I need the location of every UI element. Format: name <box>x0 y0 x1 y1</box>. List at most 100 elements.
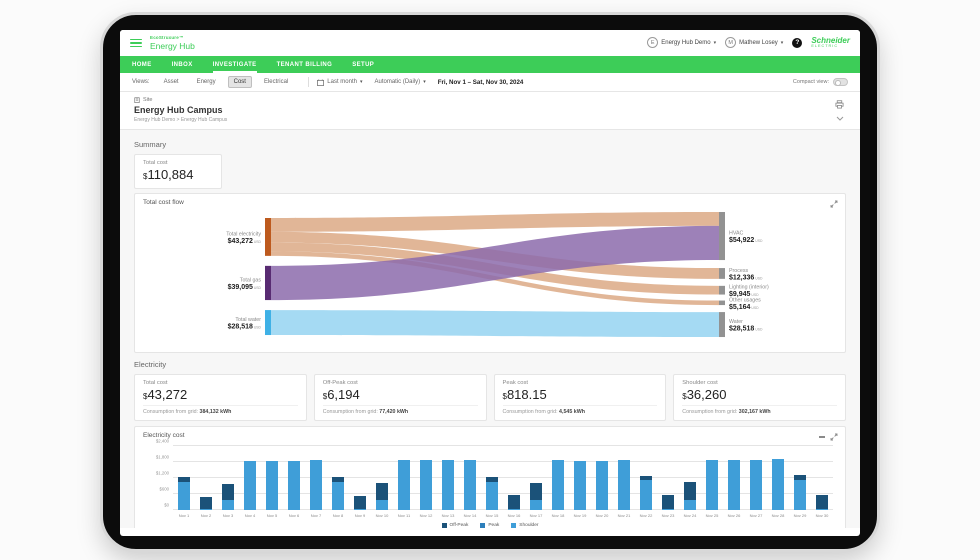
sankey-node-total-water[interactable] <box>265 310 271 336</box>
legend-item-peak[interactable]: Peak <box>480 523 499 528</box>
bar-segment-shoulder[interactable] <box>397 459 411 510</box>
bar-nov-26[interactable] <box>727 460 741 510</box>
bar-nov-23[interactable] <box>661 494 675 510</box>
bar-segment-shoulder[interactable] <box>331 482 345 510</box>
bar-segment-off-peak[interactable] <box>221 483 235 500</box>
bar-nov-19[interactable] <box>573 460 587 510</box>
view-tab-cost[interactable]: Cost <box>227 76 252 88</box>
bar-segment-shoulder[interactable] <box>551 459 565 510</box>
sankey-node-lighting-interior[interactable] <box>719 285 725 295</box>
bar-nov-11[interactable] <box>397 459 411 510</box>
bar-nov-9[interactable] <box>353 495 367 510</box>
bar-segment-shoulder[interactable] <box>639 480 653 510</box>
bar-segment-shoulder[interactable] <box>463 459 477 510</box>
sankey-flow-total-water-to-water[interactable] <box>271 310 719 338</box>
bar-nov-14[interactable] <box>463 459 477 510</box>
bar-segment-shoulder[interactable] <box>529 499 543 510</box>
sankey-flow-total-gas-to-hvac[interactable] <box>271 225 719 301</box>
bar-nov-22[interactable] <box>639 475 653 510</box>
bar-segment-off-peak[interactable] <box>375 483 389 500</box>
bar-segment-shoulder[interactable] <box>353 509 367 510</box>
bar-nov-24[interactable] <box>683 482 697 510</box>
user-menu[interactable]: M Mathew Losey ▾ <box>725 37 783 49</box>
bar-segment-shoulder[interactable] <box>375 499 389 510</box>
nav-item-home[interactable]: HOME <box>132 61 152 68</box>
bar-nov-5[interactable] <box>265 460 279 510</box>
bar-nov-6[interactable] <box>287 460 301 510</box>
bar-segment-off-peak[interactable] <box>507 495 521 510</box>
bar-segment-off-peak[interactable] <box>639 475 653 481</box>
bar-nov-15[interactable] <box>485 477 499 510</box>
bar-nov-16[interactable] <box>507 495 521 510</box>
bar-nov-7[interactable] <box>309 460 323 510</box>
date-range-label[interactable]: Fri, Nov 1 – Sat, Nov 30, 2024 <box>437 78 524 86</box>
breadcrumb[interactable]: Energy Hub Demo > Energy Hub Campus <box>134 117 228 123</box>
minimize-icon[interactable] <box>819 436 825 438</box>
bar-nov-29[interactable] <box>793 475 807 510</box>
nav-item-setup[interactable]: SETUP <box>352 61 375 68</box>
bar-nov-3[interactable] <box>221 483 235 510</box>
granularity-dropdown[interactable]: Automatic (Daily) ▾ <box>375 79 426 85</box>
bar-nov-21[interactable] <box>617 460 631 510</box>
bar-segment-off-peak[interactable] <box>815 494 829 510</box>
org-selector[interactable]: E Energy Hub Demo ▾ <box>647 37 716 49</box>
bar-segment-off-peak[interactable] <box>199 496 213 510</box>
bar-segment-shoulder[interactable] <box>661 509 675 510</box>
bar-segment-shoulder[interactable] <box>793 479 807 510</box>
print-icon[interactable] <box>835 100 844 109</box>
bar-segment-shoulder[interactable] <box>177 482 191 510</box>
compact-view-toggle[interactable] <box>833 78 848 86</box>
bar-nov-18[interactable] <box>551 459 565 510</box>
help-icon[interactable]: ? <box>792 37 803 48</box>
nav-item-tenant-billing[interactable]: TENANT BILLING <box>276 61 333 68</box>
hamburger-menu-icon[interactable] <box>130 38 142 48</box>
bar-segment-shoulder[interactable] <box>287 460 301 510</box>
bar-segment-shoulder[interactable] <box>771 459 785 510</box>
view-tab-asset[interactable]: Asset <box>163 79 179 85</box>
bar-segment-off-peak[interactable] <box>177 477 191 482</box>
sankey-flow-total-electricity-to-hvac[interactable] <box>271 212 719 232</box>
bar-segment-shoulder[interactable] <box>705 459 719 510</box>
bar-segment-off-peak[interactable] <box>485 477 499 483</box>
bar-segment-shoulder[interactable] <box>573 460 587 510</box>
bar-segment-shoulder[interactable] <box>221 499 235 510</box>
period-dropdown[interactable]: Last month ▾ <box>317 78 363 86</box>
bar-nov-1[interactable] <box>177 477 191 510</box>
bar-segment-shoulder[interactable] <box>265 460 279 510</box>
bar-nov-20[interactable] <box>595 460 609 510</box>
bar-segment-shoulder[interactable] <box>485 482 499 510</box>
bar-nov-12[interactable] <box>419 460 433 510</box>
bar-nov-4[interactable] <box>243 460 257 510</box>
bar-segment-shoulder[interactable] <box>595 460 609 510</box>
nav-item-inbox[interactable]: INBOX <box>171 61 193 68</box>
sankey-node-water[interactable] <box>719 312 725 338</box>
bar-nov-27[interactable] <box>749 459 763 510</box>
bar-segment-shoulder[interactable] <box>419 460 433 510</box>
bar-segment-off-peak[interactable] <box>683 482 697 500</box>
bar-nov-2[interactable] <box>199 496 213 510</box>
expand-icon[interactable] <box>830 433 838 441</box>
bar-nov-8[interactable] <box>331 477 345 510</box>
nav-item-investigate[interactable]: INVESTIGATE <box>212 56 257 73</box>
bar-segment-shoulder[interactable] <box>727 460 741 510</box>
view-tab-energy[interactable]: Energy <box>196 79 216 85</box>
bar-segment-shoulder[interactable] <box>683 499 697 510</box>
bar-nov-17[interactable] <box>529 483 543 510</box>
bar-nov-30[interactable] <box>815 494 829 510</box>
expand-icon[interactable] <box>830 200 838 208</box>
bar-nov-25[interactable] <box>705 459 719 510</box>
bar-segment-off-peak[interactable] <box>331 477 345 483</box>
legend-item-shoulder[interactable]: Shoulder <box>511 523 538 528</box>
bar-nov-10[interactable] <box>375 483 389 510</box>
bar-segment-shoulder[interactable] <box>749 459 763 510</box>
sankey-node-total-electricity[interactable] <box>265 218 271 256</box>
chevron-down-icon[interactable] <box>836 116 844 121</box>
sankey-node-other-usages[interactable] <box>719 300 725 306</box>
bar-segment-shoulder[interactable] <box>199 509 213 510</box>
bar-nov-28[interactable] <box>771 459 785 510</box>
bar-segment-shoulder[interactable] <box>309 460 323 510</box>
bar-segment-shoulder[interactable] <box>815 509 829 510</box>
bar-segment-shoulder[interactable] <box>617 460 631 510</box>
legend-item-off-peak[interactable]: Off-Peak <box>441 523 468 528</box>
bar-segment-off-peak[interactable] <box>353 495 367 510</box>
